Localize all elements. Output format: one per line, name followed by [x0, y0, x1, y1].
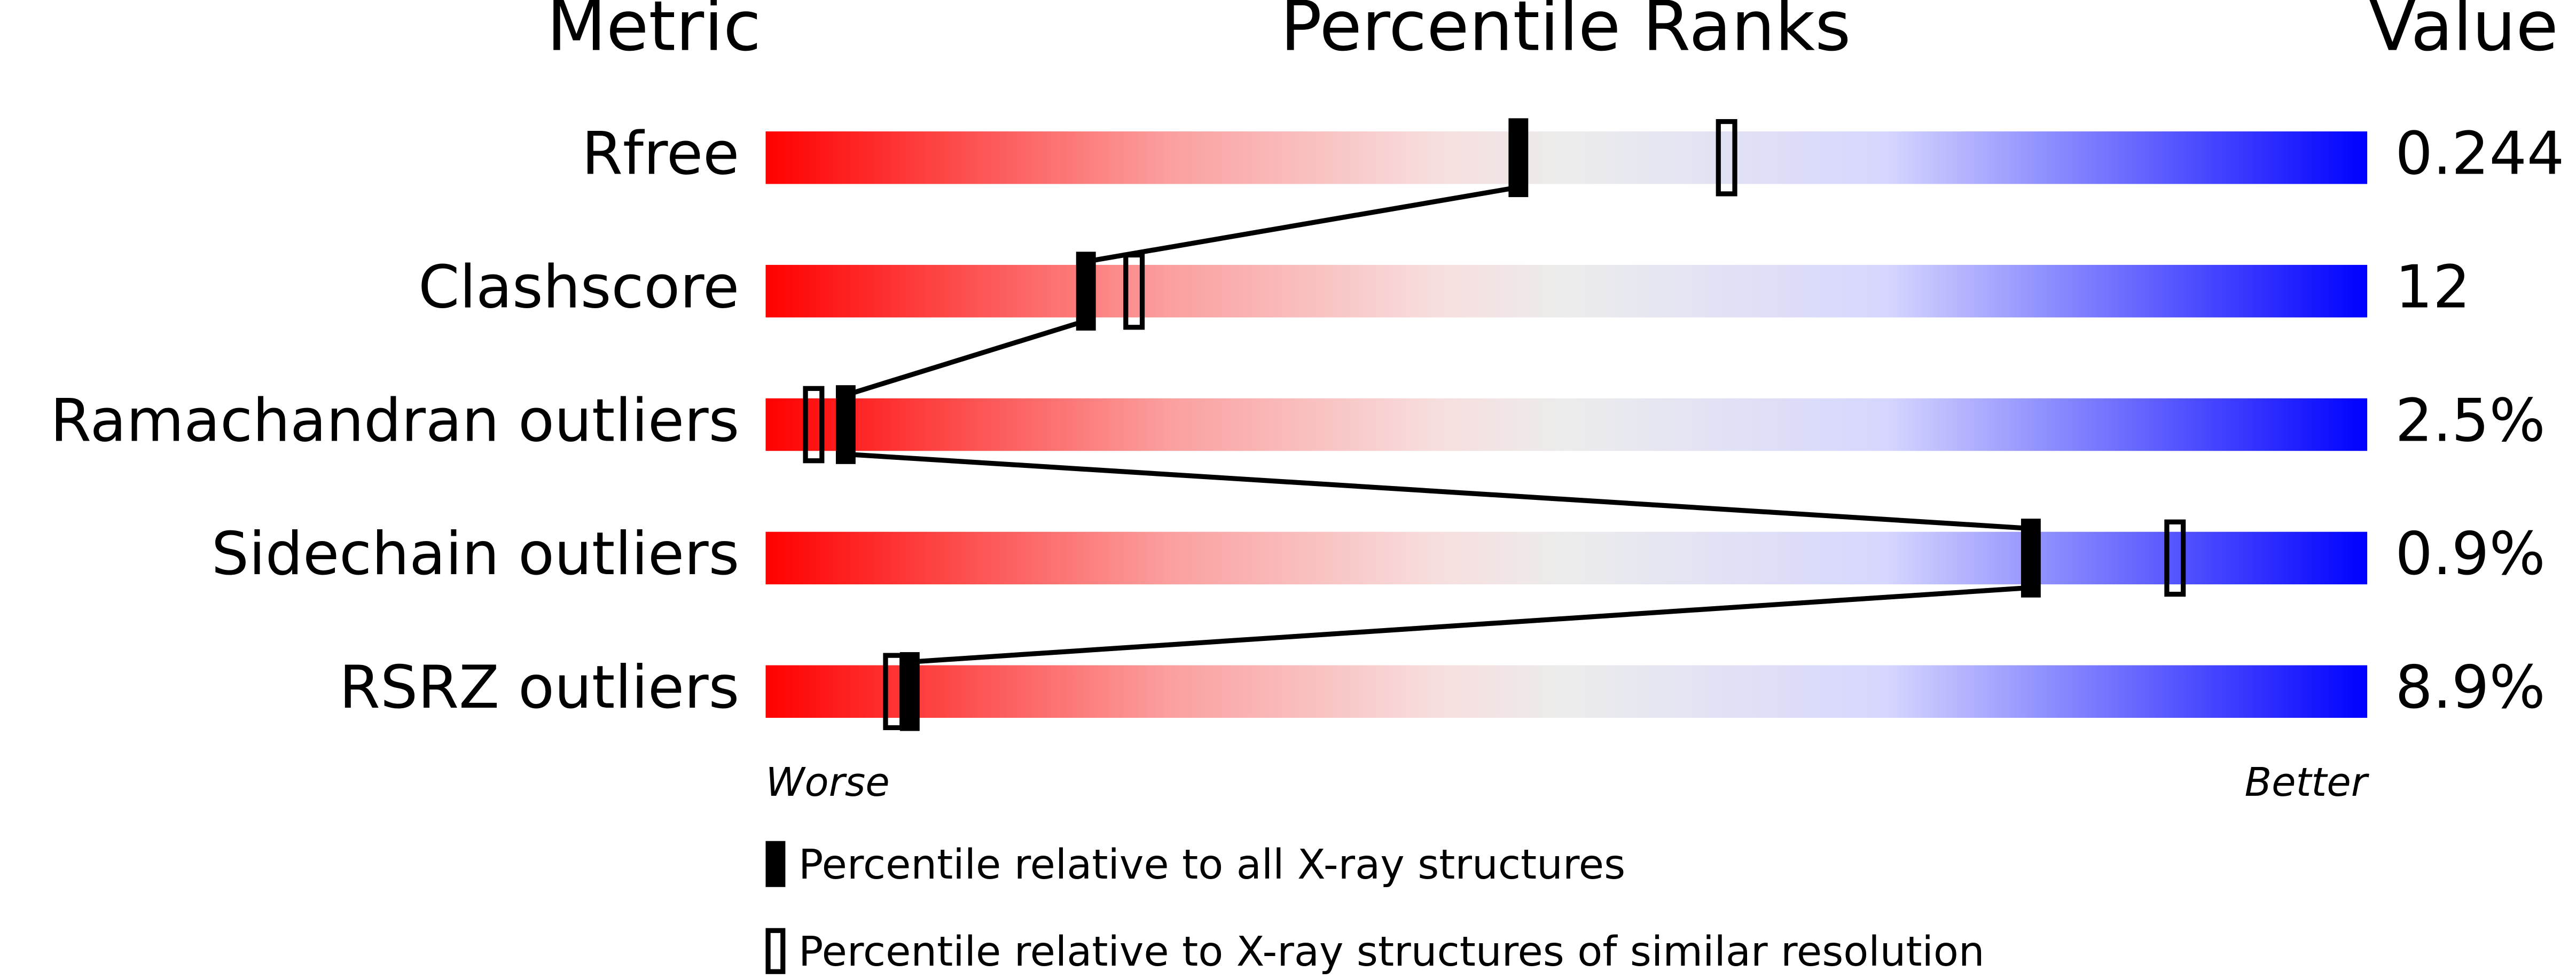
metric-value: 0.244 [2395, 120, 2564, 189]
legend-swatch [765, 841, 786, 887]
connector-line [1085, 185, 1519, 264]
legend-swatch [765, 928, 786, 974]
all-structures-marker [1076, 252, 1096, 331]
metric-value: 12 [2395, 253, 2470, 322]
metric-label: Clashscore [418, 253, 739, 322]
connector-line [910, 585, 2031, 665]
similar-resolution-marker [1123, 252, 1145, 330]
metric-value: 2.5% [2395, 386, 2545, 455]
similar-resolution-marker [883, 653, 905, 731]
connector-line [845, 318, 1087, 398]
legend-label: Percentile relative to all X-ray structu… [798, 841, 1625, 889]
better-label: Better [2244, 759, 2369, 805]
metric-value: 0.9% [2395, 520, 2545, 589]
percentile-bar [765, 264, 2368, 318]
connector-line [845, 451, 2031, 531]
metric-label: Rfree [582, 120, 739, 189]
similar-resolution-marker [1716, 119, 1737, 197]
metric-header: Metric [547, 0, 762, 67]
all-structures-marker [1508, 118, 1529, 198]
percentile-bar [765, 131, 2368, 184]
all-structures-marker [2021, 519, 2041, 598]
percentile-bar [765, 665, 2368, 718]
percentile-bar [765, 398, 2368, 451]
similar-resolution-marker [803, 386, 825, 464]
value-header: Value [2369, 0, 2558, 67]
similar-resolution-marker [2164, 519, 2186, 597]
metric-label: RSRZ outliers [339, 653, 739, 722]
all-structures-marker [835, 385, 856, 464]
metric-label: Ramachandran outliers [50, 386, 739, 455]
metric-label: Sidechain outliers [212, 520, 740, 589]
percentile-header: Percentile Ranks [1280, 0, 1851, 67]
worse-label: Worse [765, 759, 889, 805]
metric-value: 8.9% [2395, 653, 2545, 722]
percentile-bar [765, 531, 2368, 585]
legend-label: Percentile relative to X-ray structures … [798, 928, 1985, 976]
